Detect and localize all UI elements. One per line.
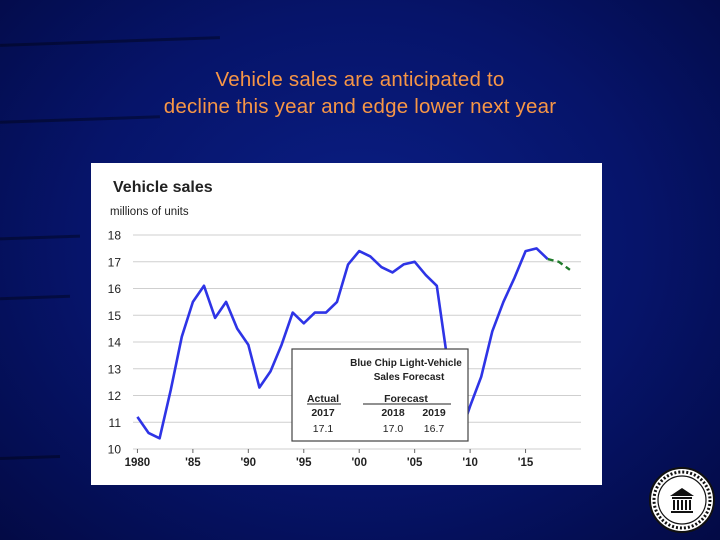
- forecast-box-year-2019: 2019: [422, 407, 446, 419]
- slide-title: Vehicle sales are anticipated to decline…: [0, 66, 720, 120]
- forecast-box-heading-2: Sales Forecast: [374, 372, 445, 383]
- y-tick-label: 16: [108, 282, 122, 296]
- forecast-box-year-2017: 2017: [311, 407, 335, 419]
- background-streak: [0, 234, 81, 241]
- y-axis-unit-label: millions of units: [110, 206, 189, 218]
- forecast-box-value-2019: 16.7: [424, 423, 445, 435]
- y-tick-label: 15: [108, 309, 122, 323]
- y-tick-label: 17: [108, 255, 122, 269]
- y-tick-label: 10: [108, 443, 122, 457]
- x-tick-label: '10: [462, 457, 478, 469]
- forecast-box-border: [291, 348, 469, 442]
- background-streak: [0, 36, 220, 47]
- background-streak: [0, 294, 71, 301]
- x-tick-label: '90: [241, 457, 257, 469]
- federal-reserve-seal-icon: [648, 466, 716, 534]
- forecast-box: Blue Chip Light-Vehicle Sales Forecast A…: [291, 348, 469, 442]
- x-tick-label: 1980: [125, 457, 151, 469]
- x-tick-label: '95: [296, 457, 312, 469]
- x-tick-label: '05: [407, 457, 423, 469]
- x-tick-label: '00: [351, 457, 367, 469]
- forecast-box-year-2018: 2018: [381, 407, 405, 419]
- forecast-box-actual-label: Actual: [307, 393, 339, 405]
- series-line-actual: [136, 247, 549, 440]
- line-chart: 10 11 12 13 14 15 16 17 18 1980 '85 '90 '95 '00 '05 '10…: [108, 229, 581, 469]
- x-tick-label: '15: [518, 457, 534, 469]
- forecast-box-heading-1: Blue Chip Light-Vehicle: [350, 358, 462, 369]
- y-tick-label: 14: [108, 336, 122, 350]
- forecast-box-value-2017: 17.1: [313, 423, 334, 435]
- slide-title-line-1: Vehicle sales are anticipated to: [215, 68, 505, 91]
- forecast-box-value-2018: 17.0: [383, 423, 404, 435]
- background-streak: [0, 454, 61, 461]
- chart-panel: Vehicle sales millions of units 10 11 12 13…: [91, 163, 602, 485]
- y-tick-label: 13: [108, 362, 122, 376]
- y-tick-label: 12: [108, 389, 122, 403]
- x-tick-label: '85: [185, 457, 201, 469]
- slide-title-line-2: decline this year and edge lower next ye…: [163, 95, 557, 118]
- y-tick-label: 11: [109, 416, 122, 430]
- forecast-box-forecast-label: Forecast: [384, 393, 428, 405]
- y-tick-label: 18: [108, 229, 122, 243]
- chart-title: Vehicle sales: [113, 179, 213, 196]
- series-line-forecast: [547, 257, 571, 271]
